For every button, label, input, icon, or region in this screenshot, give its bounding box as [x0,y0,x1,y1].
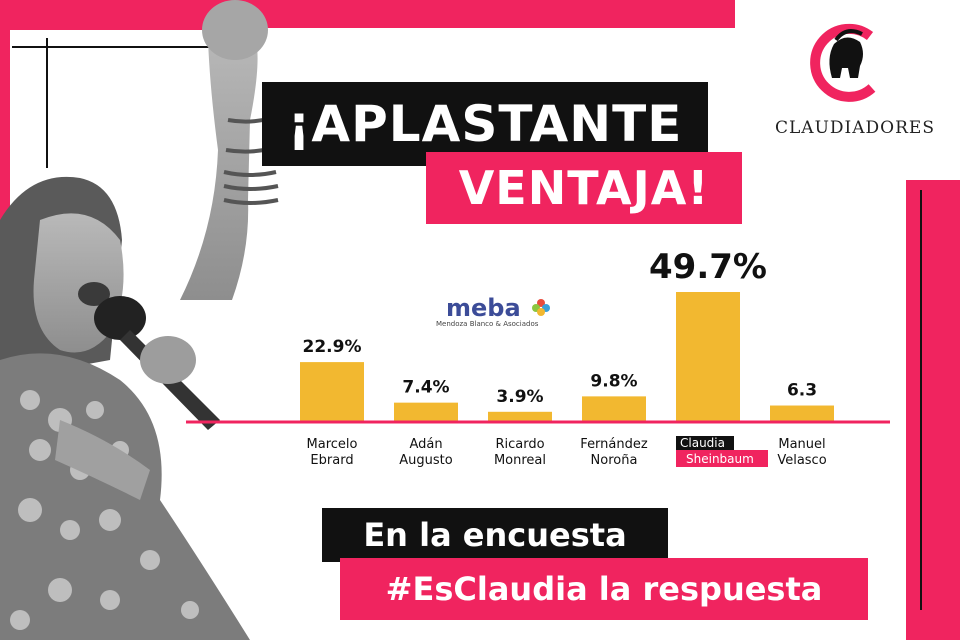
value-label-4: 49.7% [649,247,767,287]
left-pink-block [0,0,210,30]
frame-line-right [920,190,922,610]
category-label-line2-0: Ebrard [310,453,353,468]
raised-arm [180,28,258,300]
footer-line-1: En la encuesta [322,508,668,562]
category-label-line1-1: Adán [409,437,442,452]
value-label-5: 6.3 [787,381,817,401]
bar-0 [300,362,364,422]
category-label-line2-2: Monreal [494,453,546,468]
frame-line-top [12,46,232,48]
category-highlight-bg-2-4 [676,450,768,467]
top-pink-band [200,0,740,28]
left-pink-strip [0,0,10,330]
category-label-line1-2: Ricardo [495,437,544,452]
fist-icon [202,0,268,60]
category-label-line2-1: Augusto [399,453,452,468]
footer-line-2: #EsClaudia la respuesta [340,558,868,620]
spartan-helmet-c-logo [810,23,876,102]
meba-wordmark: meba [446,294,521,322]
person-photo [0,0,279,640]
bar-5 [770,405,834,422]
mouth [78,282,110,306]
meba-logo: meba Mendoza Blanco & Asociados [436,296,556,329]
value-label-1: 7.4% [402,378,449,398]
brand-name: CLAUDIADORES [775,118,935,138]
category-label-line1-5: Manuel [778,437,825,452]
value-label-2: 3.9% [496,387,543,407]
category-highlight-bg-1-4 [676,436,734,450]
category-label-line1-3: Fernández [580,437,648,452]
category-label-line2-4: Sheinbaum [686,452,754,466]
category-label-line2-3: Noroña [591,453,638,468]
bar-1 [394,402,458,422]
meba-flower-icon [532,299,550,316]
bar-3 [582,396,646,422]
category-label-line1-0: Marcelo [307,437,358,452]
value-label-0: 22.9% [303,337,362,357]
category-label-line1-4: Claudia [680,436,725,450]
bar-2 [488,411,552,422]
value-label-3: 9.8% [590,371,637,391]
hand [140,336,196,384]
frame-line-left [46,38,48,168]
meba-subtitle: Mendoza Blanco & Asociados [436,320,539,328]
bar-4 [676,292,740,422]
right-pink-column [906,160,960,640]
category-label-line2-5: Velasco [777,453,826,468]
headline-line-2: VENTAJA! [426,152,742,224]
